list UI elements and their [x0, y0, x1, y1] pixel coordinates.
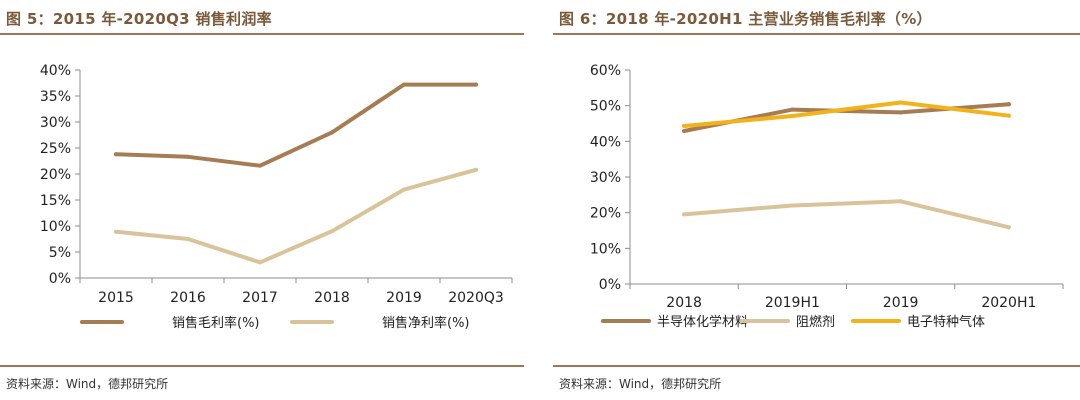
- chart-panel-right: 图 6：2018 年-2020H1 主营业务销售毛利率（%） 60% 50% 40%…: [553, 0, 1080, 400]
- data-point: [474, 167, 478, 172]
- y-tick-label: 35%: [40, 89, 71, 105]
- chart-title: 图 5：2015 年-2020Q3 销售利润率: [6, 10, 272, 28]
- data-point: [682, 123, 687, 128]
- legend-label: 电子特种气体: [907, 314, 985, 330]
- data-point: [898, 100, 903, 105]
- data-point: [790, 203, 795, 208]
- data-point: [898, 199, 903, 204]
- data-point: [474, 82, 478, 87]
- data-point: [114, 152, 118, 157]
- x-tick-label: 2019H1: [765, 295, 820, 311]
- legend-label: 销售净利率(%): [382, 315, 470, 331]
- source-divider: [0, 365, 524, 367]
- series-line: [114, 82, 478, 168]
- data-point: [330, 130, 334, 135]
- y-tick-label: 5%: [49, 245, 71, 261]
- legend-label: 阻燃剂: [796, 314, 835, 330]
- data-point: [1006, 225, 1011, 230]
- y-tick-label: 60%: [590, 63, 621, 79]
- data-point: [258, 260, 262, 265]
- y-tick-label: 10%: [40, 219, 71, 235]
- x-tick-label: 2018: [666, 295, 702, 311]
- y-tick-label: 10%: [590, 241, 621, 257]
- source-note: 资料来源：Wind，德邦研究所: [559, 377, 722, 391]
- data-point: [402, 82, 406, 87]
- data-point: [1006, 113, 1011, 118]
- data-point: [1006, 102, 1011, 107]
- chart-svg: 60% 50% 40% 30% 20% 10% 0% 2018 2019H1 2019 2020H1…: [590, 63, 1064, 330]
- x-tick-label: 2019: [883, 295, 919, 311]
- y-tick-label: 20%: [40, 167, 71, 183]
- y-tick-label: 0%: [599, 277, 621, 293]
- chart-svg: 40% 35% 30% 25% 20% 15% 10% 5% 0% 2015 2016 2017 201…: [40, 63, 513, 331]
- data-point: [682, 212, 687, 217]
- x-tick-label: 2015: [98, 290, 134, 306]
- y-tick-label: 40%: [40, 63, 71, 79]
- x-tick-label: 2017: [242, 290, 278, 306]
- y-tick-label: 15%: [40, 193, 71, 209]
- legend-label: 销售毛利率(%): [172, 315, 260, 331]
- chart-panel-left: 图 5：2015 年-2020Q3 销售利润率 40% 35% 30% 25% 20% 1…: [0, 0, 524, 400]
- series-line: [682, 199, 1011, 230]
- title-divider: [0, 33, 524, 35]
- series-line: [682, 100, 1011, 128]
- data-point: [402, 187, 406, 192]
- title-divider: [553, 33, 1080, 35]
- x-tick-label: 2018: [314, 290, 350, 306]
- data-point: [258, 163, 262, 168]
- data-point: [330, 229, 334, 234]
- series-line: [114, 167, 478, 265]
- y-tick-label: 0%: [49, 271, 71, 287]
- chart-title: 图 6：2018 年-2020H1 主营业务销售毛利率（%）: [559, 10, 932, 28]
- data-point: [186, 154, 190, 159]
- y-tick-label: 40%: [590, 134, 621, 150]
- data-point: [790, 107, 795, 112]
- y-tick-label: 50%: [590, 99, 621, 115]
- x-tick-label: 2020Q3: [448, 290, 504, 306]
- data-point: [114, 229, 118, 234]
- x-tick-label: 2019: [386, 290, 422, 306]
- y-tick-label: 30%: [590, 170, 621, 186]
- data-point: [790, 114, 795, 119]
- y-tick-label: 25%: [40, 141, 71, 157]
- x-tick-label: 2020H1: [981, 295, 1036, 311]
- legend-label: 半导体化学材料: [657, 314, 748, 330]
- data-point: [186, 237, 190, 241]
- y-tick-label: 20%: [590, 206, 621, 222]
- source-divider: [553, 365, 1080, 367]
- source-note: 资料来源：Wind，德邦研究所: [6, 377, 169, 391]
- data-point: [682, 128, 687, 133]
- y-tick-label: 30%: [40, 115, 71, 131]
- data-point: [898, 110, 903, 115]
- x-tick-label: 2016: [170, 290, 206, 306]
